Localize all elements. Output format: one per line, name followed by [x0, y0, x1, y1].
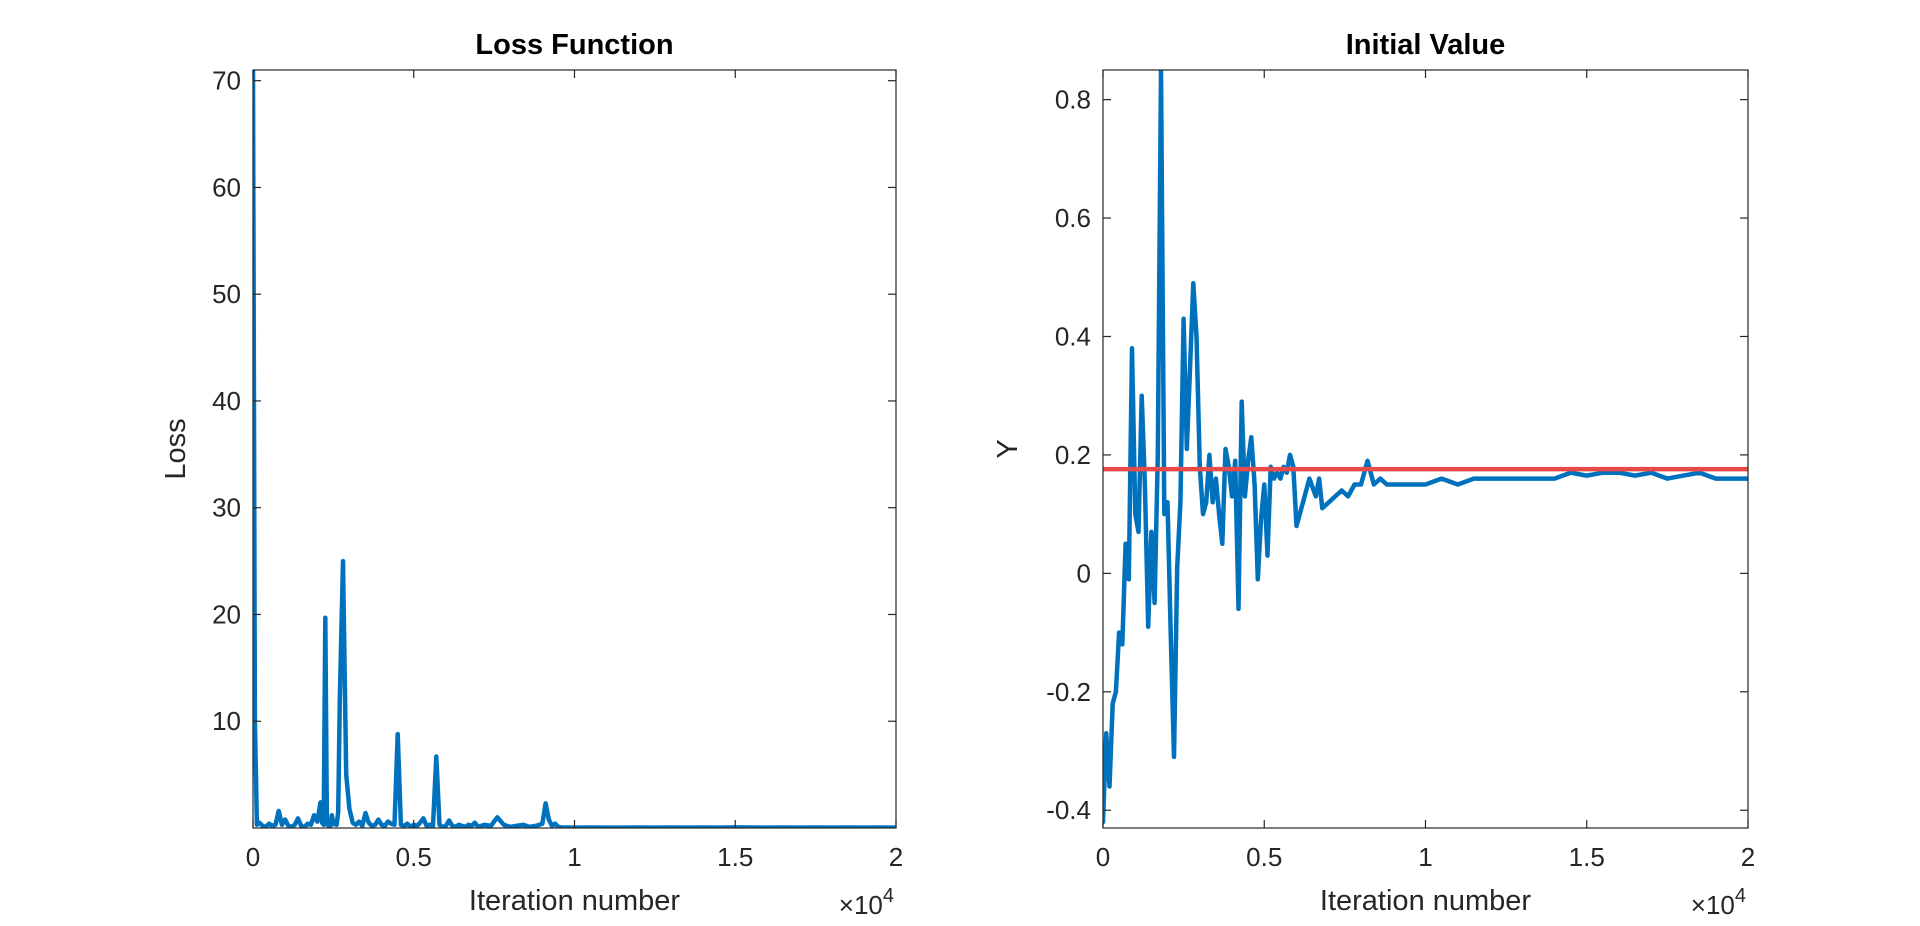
- x-tick-label: 0: [1096, 842, 1110, 872]
- x-exponent-power: 4: [883, 885, 894, 907]
- y-tick-label: 0: [1077, 558, 1091, 588]
- x-exponent-base: ×10: [1691, 890, 1735, 920]
- y-tick-label: 0.4: [1055, 321, 1091, 351]
- y-tick-label: 10: [212, 706, 241, 736]
- y-tick-label: 0.2: [1055, 440, 1091, 470]
- x-exponent-power: 4: [1735, 885, 1746, 907]
- y-tick-label: 0.6: [1055, 203, 1091, 233]
- y-tick-label: 40: [212, 386, 241, 416]
- x-tick-label: 1.5: [717, 842, 753, 872]
- x-tick-label: 0.5: [396, 842, 432, 872]
- x-tick-label: 1: [1418, 842, 1432, 872]
- y-tick-label: -0.2: [1046, 677, 1091, 707]
- chart-title: Initial Value: [1346, 29, 1506, 61]
- axes-box: [252, 69, 897, 829]
- y-tick-label: 50: [212, 279, 241, 309]
- y-tick-label: -0.4: [1046, 795, 1091, 825]
- x-exponent-label: ×104: [1691, 885, 1746, 920]
- x-tick-label: 0: [246, 842, 260, 872]
- y-tick-label: 60: [212, 172, 241, 202]
- y-axis-label: Y: [992, 439, 1024, 458]
- x-tick-label: 2: [889, 842, 903, 872]
- y-tick-label: 20: [212, 599, 241, 629]
- series-line-1: [1103, 70, 1748, 825]
- series-line-1: [253, 70, 896, 828]
- chart-panel-1: 0 0.5 1 1.5 2 10 20 30 40 50 60 70 Loss Function Iter…: [160, 29, 903, 920]
- y-tick-label: 30: [212, 493, 241, 523]
- x-exponent-label: ×104: [839, 885, 894, 920]
- chart-title: Loss Function: [475, 29, 673, 61]
- x-axis-label: Iteration number: [1320, 885, 1532, 917]
- x-tick-label: 1: [567, 842, 581, 872]
- x-tick-label: 0.5: [1246, 842, 1282, 872]
- x-axis-label: Iteration number: [469, 885, 681, 917]
- x-tick-label: 1.5: [1569, 842, 1605, 872]
- y-tick-label: 0.8: [1055, 85, 1091, 115]
- y-tick-label: 70: [212, 66, 241, 96]
- chart-panel-2: 0 0.5 1 1.5 2 -0.4 -0.2 0 0.2 0.4 0.6 0.8 Initial Va…: [992, 29, 1755, 920]
- y-axis-label: Loss: [160, 418, 192, 479]
- x-tick-label: 2: [1741, 842, 1755, 872]
- x-exponent-base: ×10: [839, 890, 883, 920]
